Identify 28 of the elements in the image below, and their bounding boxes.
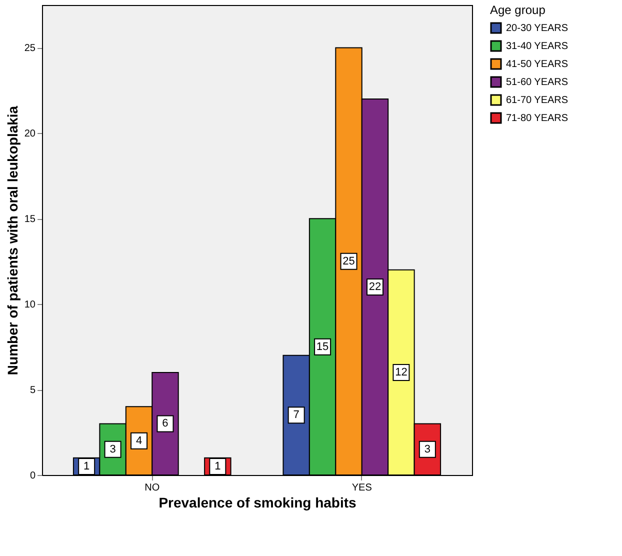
- data-label: 12: [395, 366, 408, 378]
- x-tick-label: YES: [352, 482, 372, 494]
- x-axis-title: Prevalence of smoking habits: [158, 494, 357, 510]
- y-tick-label: 20: [24, 128, 36, 140]
- data-label: 7: [293, 409, 300, 422]
- y-tick-label: 5: [30, 385, 36, 396]
- data-label: 1: [84, 460, 90, 472]
- legend-title: Age group: [490, 3, 546, 17]
- data-label: 1: [214, 460, 221, 472]
- legend-label: 61-70 YEARS: [506, 95, 568, 106]
- y-tick-label: 0: [30, 470, 36, 482]
- y-tick-label: 15: [24, 214, 36, 226]
- data-label: 15: [316, 340, 329, 353]
- y-tick-label: 25: [24, 43, 36, 54]
- legend-label: 20-30 YEARS: [506, 23, 568, 34]
- data-label: 3: [424, 443, 430, 456]
- data-label: 4: [136, 434, 142, 447]
- data-label: 3: [110, 443, 116, 456]
- data-label: 22: [368, 281, 382, 293]
- legend-label: 51-60 YEARS: [506, 77, 568, 88]
- x-tick-label: NO: [144, 482, 160, 494]
- data-label: 6: [162, 418, 168, 430]
- legend-label: 71-80 YEARS: [506, 113, 568, 124]
- y-axis-title: Number of patients with oral leukoplakia: [4, 106, 20, 376]
- data-label: 25: [342, 255, 355, 268]
- y-tick-label: 10: [24, 300, 36, 311]
- legend-label: 31-40 YEARS: [506, 41, 568, 52]
- legend-label: 41-50 YEARS: [506, 59, 568, 70]
